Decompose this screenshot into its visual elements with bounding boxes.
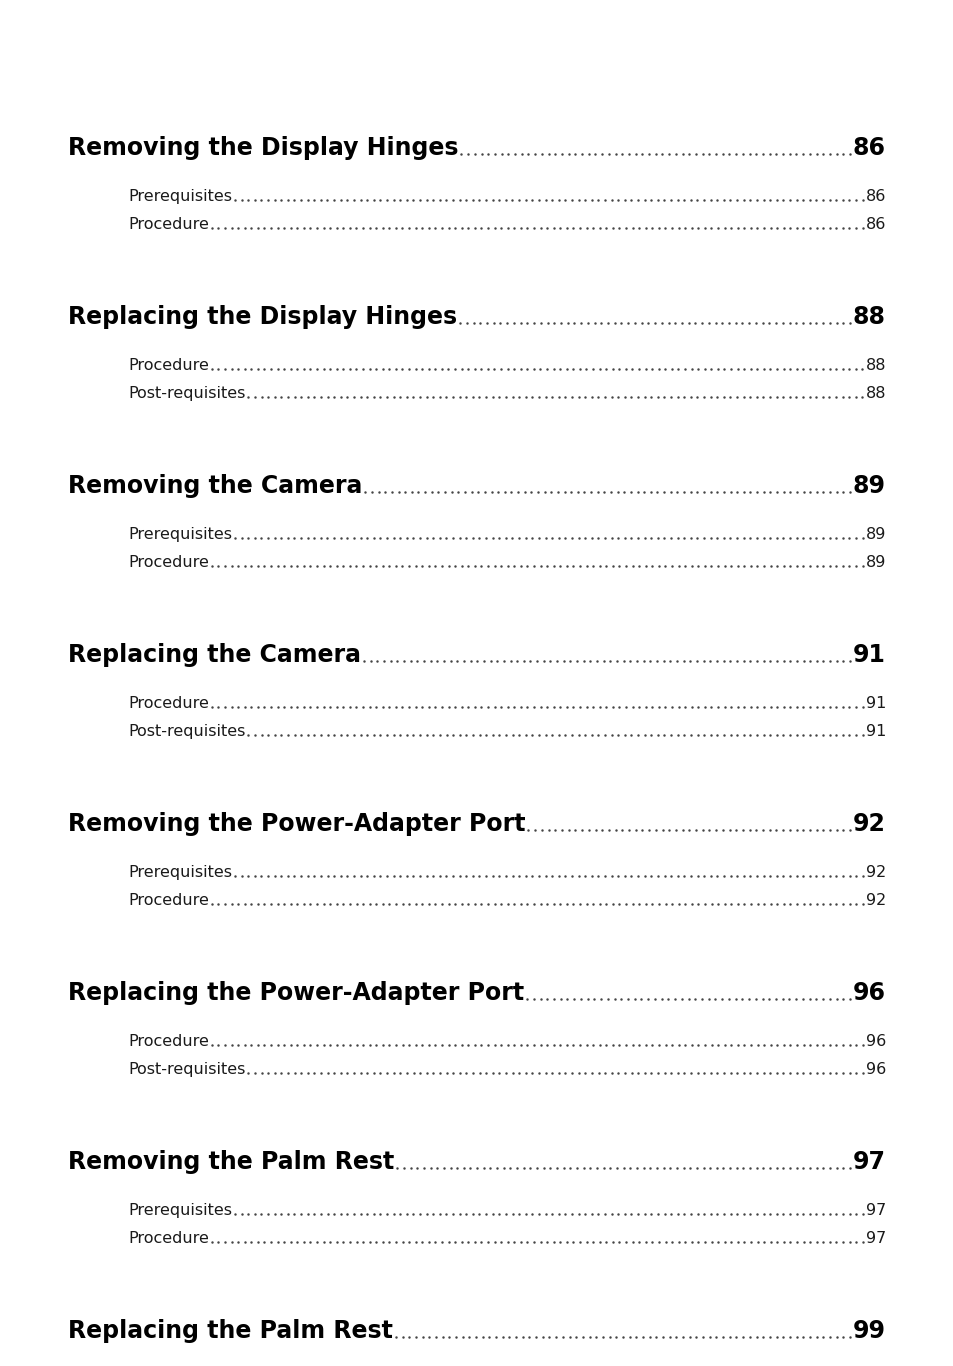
Text: Post-requisites: Post-requisites	[128, 1061, 245, 1076]
Text: 88: 88	[864, 358, 885, 373]
Text: 99: 99	[852, 1320, 885, 1343]
Text: Procedure: Procedure	[128, 697, 209, 710]
Text: 92: 92	[864, 865, 885, 880]
Text: 86: 86	[852, 137, 885, 160]
Text: 88: 88	[864, 387, 885, 402]
Text: 89: 89	[864, 555, 885, 570]
Text: 91: 91	[852, 643, 885, 667]
Text: 92: 92	[852, 811, 885, 836]
Text: 96: 96	[864, 1034, 885, 1049]
Text: Prerequisites: Prerequisites	[128, 527, 232, 542]
Text: 86: 86	[864, 189, 885, 204]
Text: Procedure: Procedure	[128, 555, 209, 570]
Text: Procedure: Procedure	[128, 893, 209, 908]
Text: 91: 91	[864, 724, 885, 739]
Text: Procedure: Procedure	[128, 217, 209, 232]
Text: Prerequisites: Prerequisites	[128, 1203, 232, 1218]
Text: Procedure: Procedure	[128, 358, 209, 373]
Text: Replacing the Camera: Replacing the Camera	[68, 643, 360, 667]
Text: Prerequisites: Prerequisites	[128, 865, 232, 880]
Text: Replacing the Power-Adapter Port: Replacing the Power-Adapter Port	[68, 981, 523, 1005]
Text: Procedure: Procedure	[128, 1231, 209, 1246]
Text: Replacing the Display Hinges: Replacing the Display Hinges	[68, 305, 456, 329]
Text: Removing the Camera: Removing the Camera	[68, 474, 362, 499]
Text: 86: 86	[864, 217, 885, 232]
Text: 89: 89	[852, 474, 885, 499]
Text: 92: 92	[864, 893, 885, 908]
Text: 96: 96	[852, 981, 885, 1005]
Text: Removing the Display Hinges: Removing the Display Hinges	[68, 137, 458, 160]
Text: Prerequisites: Prerequisites	[128, 189, 232, 204]
Text: 97: 97	[852, 1150, 885, 1173]
Text: Replacing the Palm Rest: Replacing the Palm Rest	[68, 1320, 393, 1343]
Text: Removing the Palm Rest: Removing the Palm Rest	[68, 1150, 394, 1173]
Text: 96: 96	[864, 1061, 885, 1076]
Text: 89: 89	[864, 527, 885, 542]
Text: Post-requisites: Post-requisites	[128, 387, 245, 402]
Text: 97: 97	[864, 1231, 885, 1246]
Text: Procedure: Procedure	[128, 1034, 209, 1049]
Text: 88: 88	[852, 305, 885, 329]
Text: Removing the Power-Adapter Port: Removing the Power-Adapter Port	[68, 811, 525, 836]
Text: 97: 97	[864, 1203, 885, 1218]
Text: Post-requisites: Post-requisites	[128, 724, 245, 739]
Text: 91: 91	[864, 697, 885, 710]
